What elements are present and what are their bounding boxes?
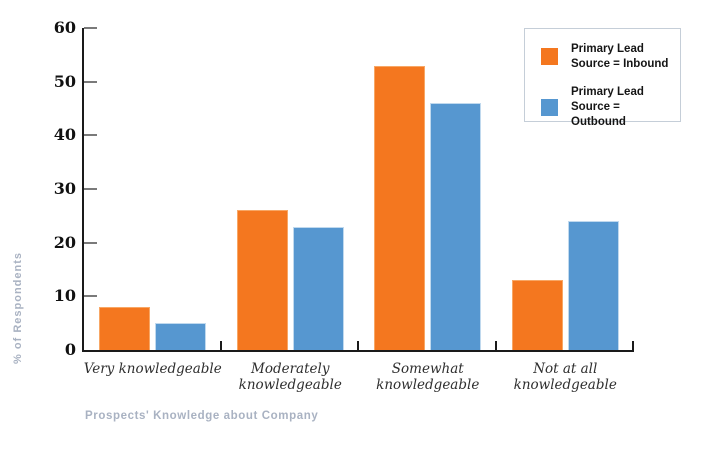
- legend-label-outbound: Primary Lead Source = Outbound: [571, 85, 674, 130]
- y-tick-label: 50: [53, 71, 76, 91]
- y-axis-tick: [84, 188, 97, 190]
- inbound-color-swatch: [541, 48, 558, 66]
- legend-label-line: Primary Lead: [571, 43, 644, 55]
- x-axis-tick: [219, 341, 222, 350]
- legend-label-line: Primary Lead: [571, 85, 644, 98]
- y-tick-label: 20: [53, 232, 76, 252]
- bar-outbound: [155, 323, 207, 350]
- y-tick-label: 0: [64, 340, 76, 359]
- y-tick-label: 60: [53, 18, 76, 37]
- legend-item-inbound: Primary Lead Source = Inbound: [541, 42, 674, 72]
- legend-label-line: Source = Outbound: [571, 100, 626, 128]
- y-tick-label: 10: [53, 286, 76, 306]
- bar-outbound: [430, 103, 482, 350]
- y-tick-label: 40: [53, 125, 76, 145]
- x-axis-tick: [632, 341, 634, 350]
- y-axis-tick: [84, 27, 97, 29]
- legend-label-line: Source = Inbound: [571, 57, 669, 70]
- category-label: Not at all knowledgeable: [513, 361, 617, 393]
- bar-inbound: [374, 65, 426, 350]
- bar-inbound: [236, 210, 288, 350]
- category-label: Moderately knowledgeable: [238, 361, 342, 393]
- outbound-color-swatch: [541, 98, 558, 116]
- bar-outbound: [292, 226, 344, 350]
- x-axis-tick: [357, 341, 359, 350]
- bar-inbound: [511, 280, 563, 350]
- x-axis-tick: [494, 341, 497, 350]
- y-tick-label: 30: [53, 179, 76, 198]
- legend: Primary Lead Source = Inbound Primary Le…: [524, 28, 681, 128]
- y-axis-tick: [84, 241, 97, 244]
- legend-label-inbound: Primary Lead Source = Inbound: [571, 42, 668, 72]
- y-axis-tick: [84, 134, 97, 137]
- plot-area: 0 10 20 30 40 50 60 Very knowledgeable Moderatel…: [54, 20, 634, 393]
- bar-outbound: [567, 221, 619, 350]
- bar-inbound: [99, 307, 151, 350]
- x-axis-title: Prospects' Knowledge about Company: [85, 410, 319, 422]
- legend-item-outbound: Primary Lead Source = Outbound: [541, 85, 674, 130]
- category-label: Very knowledgeable: [83, 361, 222, 377]
- y-axis-tick: [84, 80, 97, 83]
- y-axis-tick: [84, 295, 97, 298]
- category-label: Somewhat knowledgeable: [376, 361, 480, 393]
